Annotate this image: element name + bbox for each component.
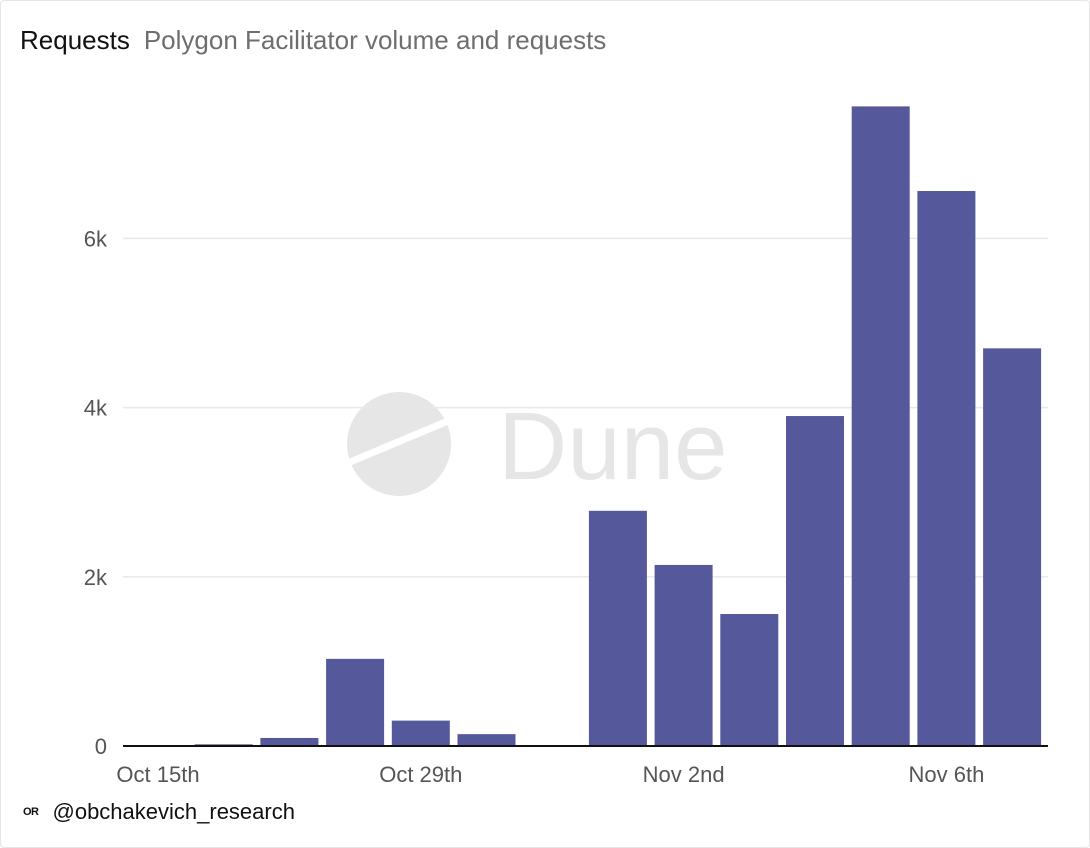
bar[interactable] [786,416,844,746]
or-logo-icon: OR [23,806,39,818]
bars [194,106,1042,746]
author-handle: @obchakevich_research [52,799,295,824]
bar[interactable] [457,734,516,746]
dune-logo-slash [348,417,450,466]
bar[interactable] [851,106,910,746]
x-tick-label: Oct 29th [379,762,462,787]
dune-watermark-text: Dune [498,393,728,500]
chart-header: Requests Polygon Facilitator volume and r… [20,23,606,57]
bar[interactable] [326,658,385,746]
x-tick-labels: Oct 15th Oct 29th Nov 2nd Nov 6th [116,762,984,787]
bar[interactable] [260,737,319,746]
y-tick-label: 0 [95,734,107,759]
y-tick-label: 4k [84,396,108,421]
x-tick-label: Nov 6th [908,762,984,787]
chart-title: Requests [20,25,130,55]
bar[interactable] [654,564,713,746]
x-tick-label: Oct 15th [116,762,199,787]
footer: OR @obchakevich_research [23,797,295,827]
bar[interactable] [391,720,450,746]
y-tick-label: 6k [84,226,108,251]
bar[interactable] [917,190,976,746]
x-tick-label: Nov 2nd [643,762,725,787]
y-tick-labels: 0 2k 4k 6k [84,226,108,759]
bar[interactable] [720,614,779,746]
bar[interactable] [983,348,1042,746]
bar[interactable] [588,510,647,746]
y-tick-label: 2k [84,565,108,590]
chart-subtitle: Polygon Facilitator volume and requests [143,25,607,55]
dune-watermark: Dune [347,392,728,500]
